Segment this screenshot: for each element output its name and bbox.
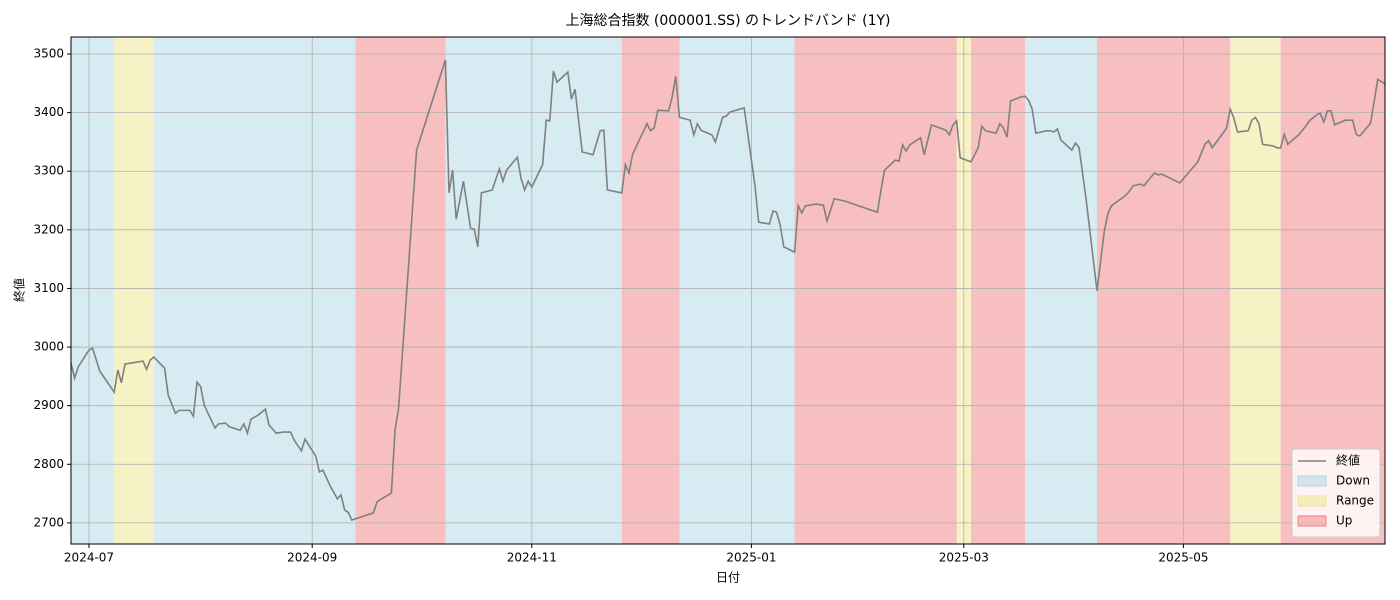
trend-band (445, 37, 622, 544)
legend-swatch (1297, 495, 1327, 507)
price-line (70, 59, 1386, 521)
trend-band (355, 37, 446, 544)
x-tick-label: 2024-11 (507, 551, 557, 565)
trend-band (679, 37, 795, 544)
chart-title: 上海総合指数 (000001.SS) のトレンドバンド (1Y) (565, 13, 890, 29)
grid: 2024-07 2024-09 2024-11 2025-01 2025-03 2025-… (33, 37, 1385, 565)
y-tick-label: 3500 (33, 46, 64, 60)
legend: 終値 Down Range Up (1291, 448, 1381, 538)
y-tick-label: 2700 (33, 515, 64, 529)
legend-swatch (1297, 475, 1327, 487)
legend-label: 終値 (1336, 453, 1360, 468)
y-tick-label: 3400 (33, 105, 64, 119)
y-tick-label: 3100 (33, 281, 64, 295)
y-tick-label: 2900 (33, 398, 64, 412)
y-axis-label: 終値 (12, 278, 27, 302)
x-tick-label: 2025-01 (726, 551, 776, 565)
trend-band (1230, 37, 1281, 544)
y-tick-label: 3300 (33, 164, 64, 178)
legend-box (1291, 448, 1381, 538)
legend-label: Down (1336, 474, 1370, 488)
plot-frame (70, 36, 1386, 545)
trend-band (794, 37, 957, 544)
trend-band (621, 37, 680, 544)
legend-swatch (1297, 515, 1327, 527)
legend-label: Up (1336, 514, 1352, 528)
trend-band (971, 37, 1025, 544)
trend-band (1025, 37, 1097, 544)
y-tick-label: 3200 (33, 222, 64, 236)
legend-label: Range (1336, 494, 1374, 508)
y-tick-label: 3000 (33, 340, 64, 354)
trend-band (153, 37, 356, 544)
x-axis-label: 日付 (716, 571, 740, 585)
trend-band (114, 37, 154, 544)
trend-band (1097, 37, 1231, 544)
x-tick-label: 2024-09 (287, 551, 337, 565)
x-tick-label: 2025-05 (1158, 551, 1208, 565)
bands (71, 37, 1385, 544)
y-tick-label: 2800 (33, 457, 64, 471)
x-tick-label: 2025-03 (939, 551, 989, 565)
x-tick-label: 2024-07 (64, 551, 114, 565)
trend-band (71, 37, 115, 544)
plot (70, 36, 1386, 545)
